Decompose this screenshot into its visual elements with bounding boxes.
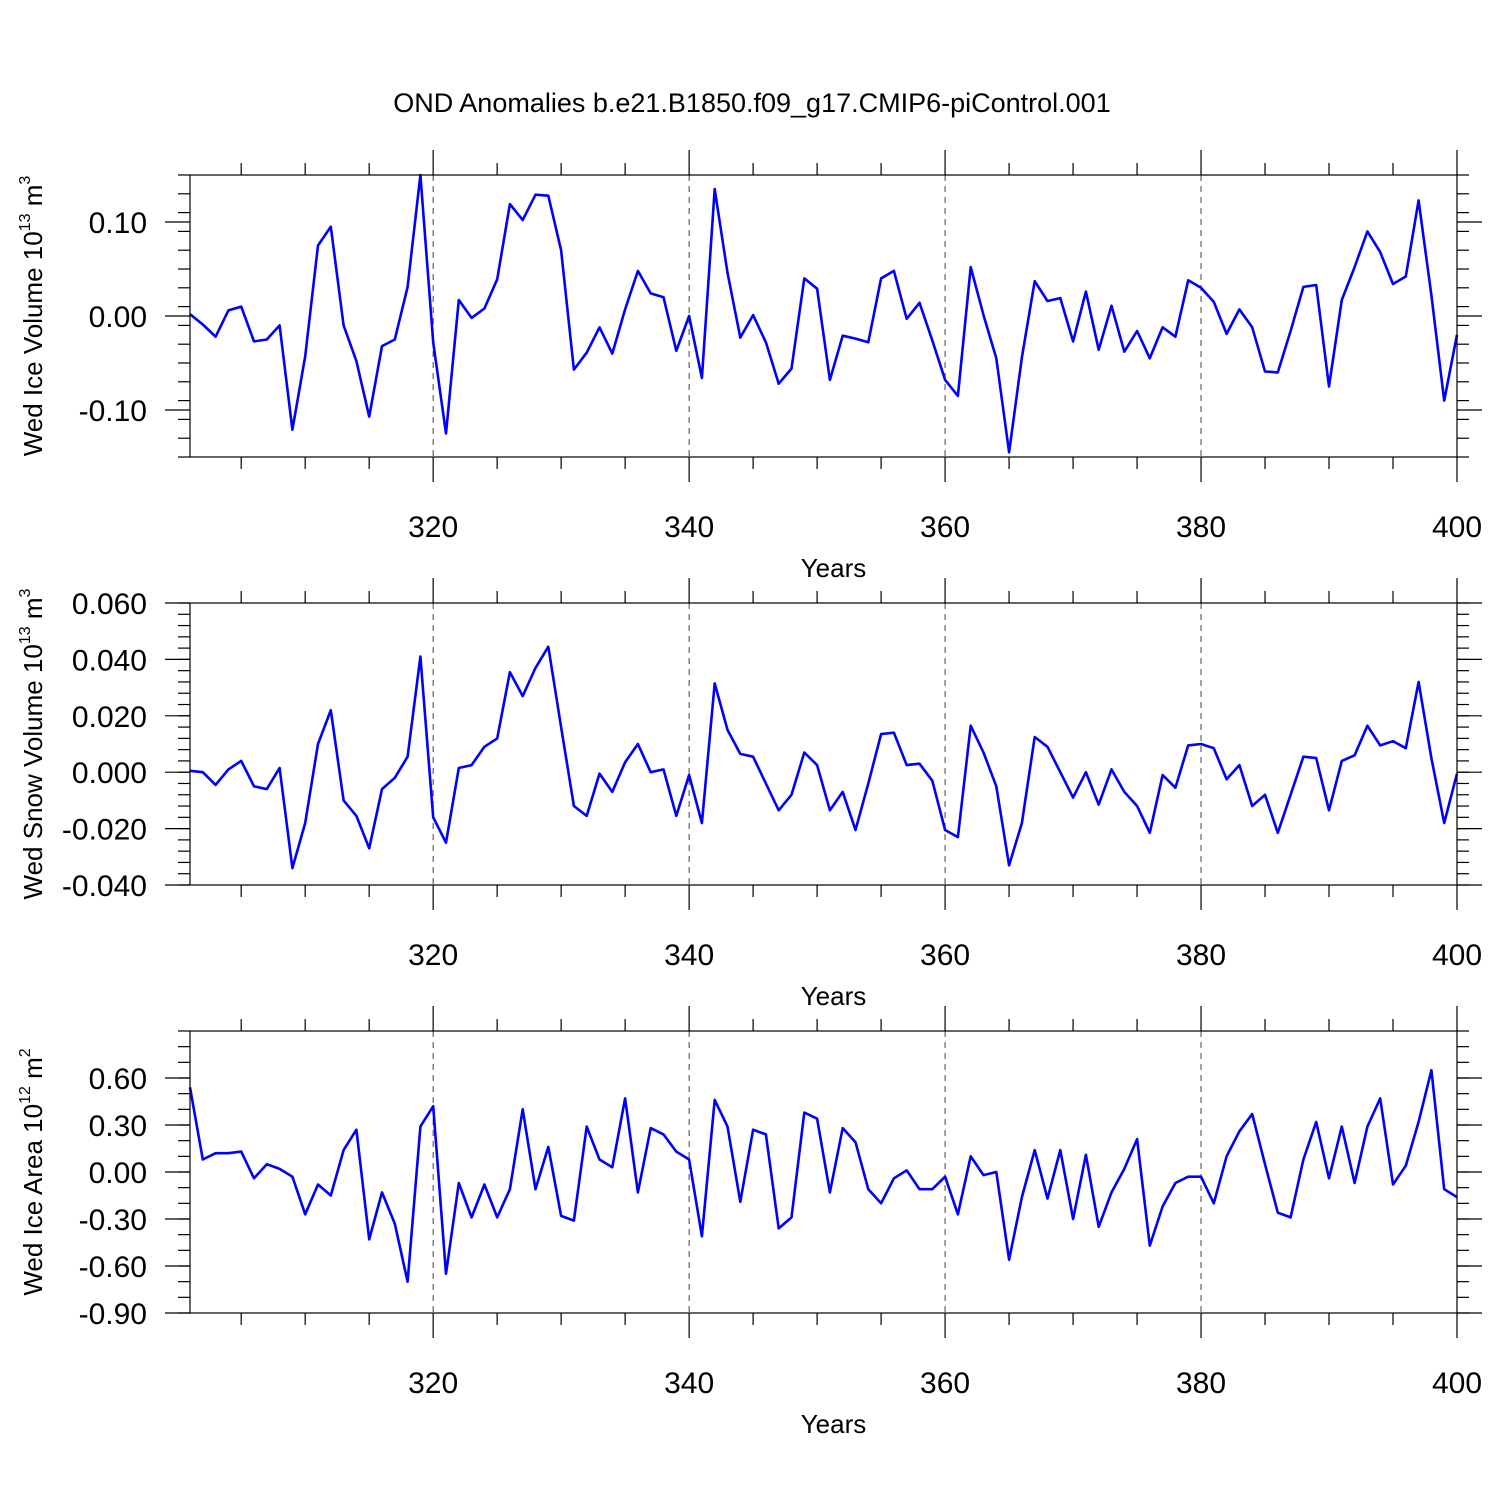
x-tick-label: 320 [408, 939, 458, 972]
x-tick-label: 400 [1432, 511, 1482, 544]
y-tick-label: 0.60 [89, 1063, 147, 1096]
x-tick-label: 340 [664, 1367, 714, 1400]
y-axis-label-ylabel-unit-exp: 3 [17, 588, 34, 597]
y-tick-label: 0.000 [72, 757, 147, 790]
x-tick-label: 360 [920, 1367, 970, 1400]
x-axis-label: Years [801, 553, 867, 583]
y-axis-label-ylabel-unit: m [18, 597, 48, 626]
x-tick-label: 360 [920, 511, 970, 544]
y-tick-label: 0.30 [89, 1110, 147, 1143]
y-tick-label: -0.90 [79, 1298, 147, 1331]
x-tick-label: 400 [1432, 939, 1482, 972]
series-line-ice-volume [189, 173, 1459, 454]
series-line-ice-area [188, 1068, 1458, 1283]
series-line-snow-volume [189, 645, 1459, 870]
y-tick-label: 0.060 [72, 588, 147, 621]
y-axis-label: Wed Snow Volume 1013 m3 [17, 588, 48, 899]
plot-frame [189, 602, 1458, 886]
y-axis-label-ylabel-exp: 12 [17, 1086, 34, 1104]
y-tick-label: -0.020 [62, 814, 147, 847]
y-axis-label-ylabel-unit-exp: 2 [17, 1048, 34, 1057]
panel-ice-volume: 320 340 360 380 400 Years -0.10 0.00 0.10 Wed Ice… [17, 150, 1482, 583]
x-tick-label: 380 [1176, 511, 1226, 544]
plot-frame [189, 1030, 1458, 1314]
y-tick-label: 0.00 [89, 301, 147, 334]
y-tick-label: -0.10 [79, 395, 147, 428]
x-axis-label: Years [801, 981, 867, 1011]
chart-title: OND Anomalies b.e21.B1850.f09_g17.CMIP6-… [393, 88, 1110, 118]
x-tick-label: 380 [1176, 1367, 1226, 1400]
y-tick-label: 0.10 [89, 207, 147, 240]
y-axis-label-ylabel-exp: 13 [17, 626, 34, 644]
y-axis-label-ylabel-unit-exp: 3 [17, 176, 34, 185]
x-tick-label: 380 [1176, 939, 1226, 972]
y-axis-label-ylabel-exp: 13 [17, 213, 34, 231]
y-axis-label: Wed Ice Volume 1013 m3 [17, 176, 48, 457]
y-tick-label: -0.60 [79, 1251, 147, 1284]
y-axis-label: Wed Ice Area 1012 m2 [17, 1048, 48, 1295]
y-tick-label: 0.020 [72, 701, 147, 734]
y-tick-label: -0.040 [62, 870, 147, 903]
panel-ice-area: 320 340 360 380 400 Years -0.90 -0.60 -0.30 0.00 0… [17, 1006, 1482, 1439]
x-axis-label: Years [801, 1409, 867, 1439]
x-tick-label: 340 [664, 939, 714, 972]
y-tick-label: 0.040 [72, 644, 147, 677]
y-axis-label-ylabel-unit: m [18, 1057, 48, 1086]
x-tick-label: 360 [920, 939, 970, 972]
y-tick-label: 0.00 [89, 1157, 147, 1190]
y-axis-label-ylabel-main: Wed Snow Volume 10 [18, 644, 48, 899]
panel-snow-volume: 320 340 360 380 400 Years -0.040 -0.020 0.000 0.0… [17, 578, 1482, 1011]
x-tick-label: 400 [1432, 1367, 1482, 1400]
plot-frame [189, 174, 1458, 458]
y-axis-label-ylabel-main: Wed Ice Volume 10 [18, 231, 48, 456]
y-axis-label-ylabel-main: Wed Ice Area 10 [18, 1104, 48, 1296]
x-tick-label: 340 [664, 511, 714, 544]
x-tick-label: 320 [408, 511, 458, 544]
y-tick-label: -0.30 [79, 1204, 147, 1237]
y-axis-label-ylabel-unit: m [18, 185, 48, 214]
x-tick-label: 320 [408, 1367, 458, 1400]
